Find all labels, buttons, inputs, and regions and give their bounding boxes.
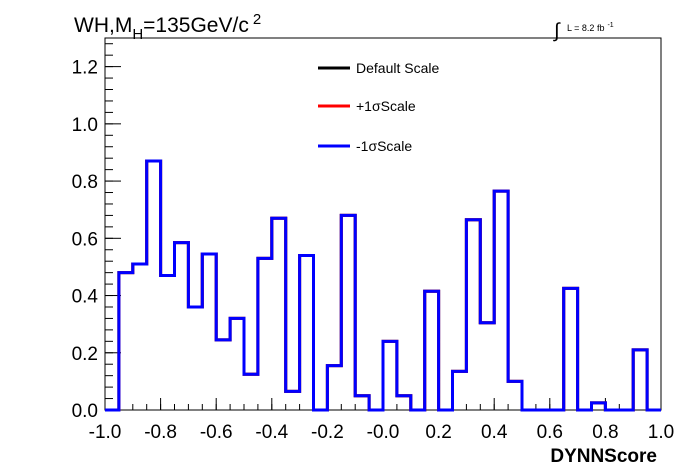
series-layer	[105, 159, 661, 412]
y-tick-label: 1.2	[72, 58, 98, 79]
legend: Default Scale +1σScale -1σScale	[318, 60, 439, 154]
legend-label: Default Scale	[356, 60, 439, 76]
luminosity-text: L = 8.2 fb	[567, 23, 604, 33]
y-tick-label: 0.2	[72, 344, 98, 365]
x-tick-label: -0.6	[200, 422, 233, 443]
luminosity-integral-symbol: ∫	[553, 20, 561, 42]
x-tick-label: -0.8	[144, 422, 177, 443]
x-tick-label: -1.0	[89, 422, 122, 443]
x-tick-label: -0.2	[311, 422, 344, 443]
x-tick-label: 0.2	[425, 422, 451, 443]
chart-title-subscript: H	[132, 26, 143, 43]
legend-label: -1σScale	[356, 138, 412, 154]
x-tick-label: -0.0	[367, 422, 400, 443]
series-line-2	[105, 159, 661, 412]
x-axis: -1.0 -0.8 -0.6 -0.4 -0.2 -0.0 0.2 0.4 0.6 0.8 1.0	[89, 398, 674, 443]
y-tick-label: 1.0	[72, 115, 98, 136]
x-tick-label: 0.8	[592, 422, 618, 443]
luminosity-superscript: -1	[607, 22, 613, 29]
x-tick-label: 1.0	[648, 422, 674, 443]
chart-title-base: WH,M	[74, 14, 132, 37]
x-tick-label: -0.4	[255, 422, 288, 443]
chart-title-rest: =135GeV/c	[143, 14, 249, 37]
y-tick-label: 0.4	[72, 287, 99, 308]
y-axis: 0.0 0.2 0.4 0.6 0.8 1.0 1.2	[72, 43, 121, 422]
x-tick-label: 0.4	[481, 422, 508, 443]
luminosity-label: L = 8.2 fb -1	[567, 22, 614, 33]
x-tick-label: 0.6	[537, 422, 563, 443]
chart-title-superscript: 2	[253, 11, 261, 28]
y-tick-label: 0.6	[72, 229, 98, 250]
chart-title: WH,MH=135GeV/c 2	[74, 11, 261, 43]
legend-label: +1σScale	[356, 98, 416, 114]
y-tick-label: 0.8	[72, 172, 98, 193]
y-tick-label: 0.0	[72, 401, 98, 422]
x-axis-label: DYNNScore	[550, 446, 657, 467]
